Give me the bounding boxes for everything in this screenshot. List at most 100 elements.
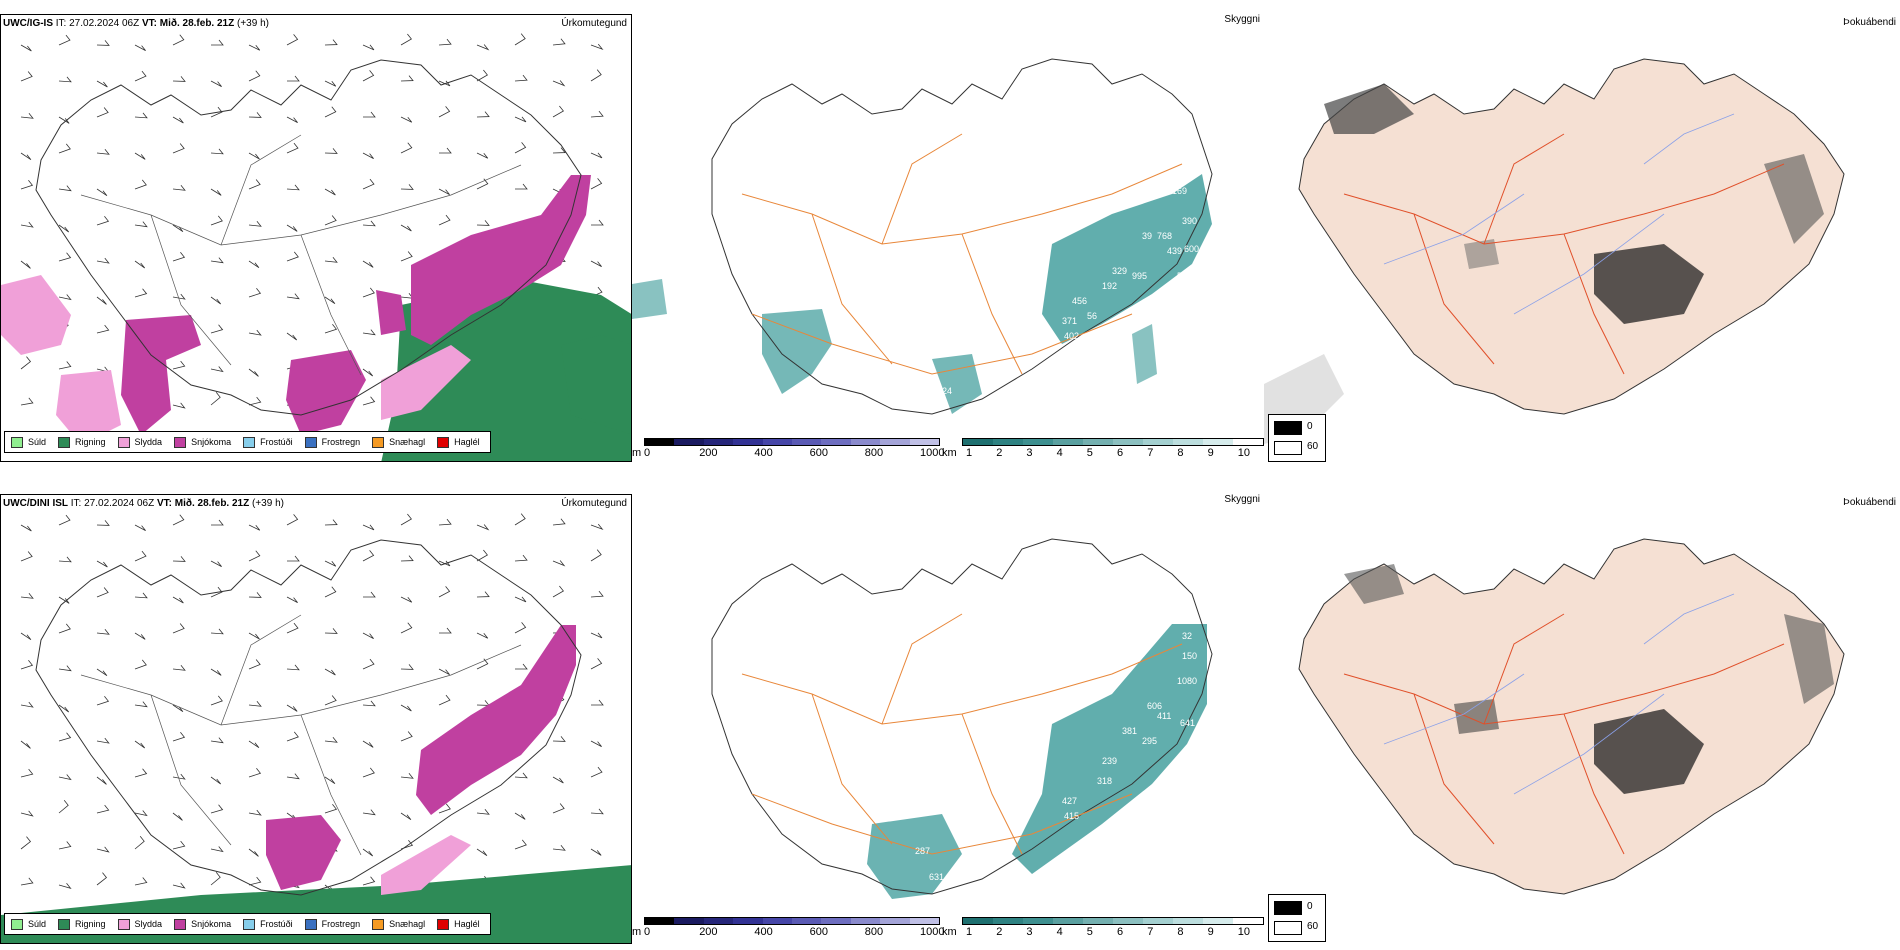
wind-barb [324,296,336,305]
wind-barb [96,257,110,264]
sleet-area [56,370,121,445]
wind-barb [172,402,186,409]
colorbar-bin [993,439,1023,445]
wind-barb [20,524,32,532]
wind-barb [286,293,300,300]
wind-barb [248,659,261,670]
wind-barb [134,550,147,562]
wind-barb [96,324,110,334]
station-label: 169 [1172,186,1187,196]
wind-barb [172,812,183,821]
wind-barb [324,215,337,226]
wind-barb [324,106,337,118]
colorbar-bin [1143,918,1173,924]
wind-barb [96,296,107,305]
wind-barb [172,840,186,850]
wind-barb [58,361,72,370]
wind-barb [20,701,34,708]
wind-barb [324,257,338,263]
vis-km-unit: km [942,447,957,459]
station-label: 371 [1062,316,1077,326]
wind-barb [96,216,110,226]
colorbar-bin [1173,439,1203,445]
colorbar-bin [963,918,993,924]
colorbar-bin [1053,439,1083,445]
colorbar-bin [1173,918,1203,924]
wind-barb [248,44,261,51]
wind-barb [438,214,451,226]
wind-barb [210,257,224,264]
wind-barb [400,224,412,232]
colorbar-bin [674,918,704,924]
wind-barb [514,74,528,82]
wind-barb [248,260,260,269]
wind-barb [324,560,337,567]
station-label: 1080 [1177,676,1197,686]
legend-swatch [304,436,317,448]
wind-barb [286,704,298,712]
visibility-panel-title: Skyggni [1224,14,1260,25]
station-label: 402 [1064,331,1079,341]
colorbar-tick-label: 200 [699,447,718,459]
colorbar-bin [909,918,940,924]
wind-barb [58,665,72,672]
wind-barb [363,591,376,598]
wind-barb [172,556,186,562]
wind-barb [211,39,224,46]
fog-dark [1344,564,1404,604]
colorbar-tick-label: 10 [1237,926,1251,938]
wind-barb [248,876,262,886]
vis-m-unit: m [632,926,642,938]
wind-barb [552,585,564,598]
colorbar-tick-label: 2 [996,926,1003,938]
wind-barb [286,731,299,742]
colorbar-tick-label: 9 [1207,447,1214,459]
wind-barb [514,812,526,820]
colorbar-tick-label: 2 [996,447,1003,459]
wind-barb [590,549,602,562]
colorbar-bin [762,918,793,924]
colorbar-strip [644,438,940,446]
wind-barb [172,252,186,262]
fog-dark [1594,244,1704,324]
colorbar-tick-label: 3 [1026,447,1033,459]
wind-barb [58,224,70,233]
wind-barb [438,106,451,118]
legend-label: Rigning [75,919,106,929]
snow-area [121,315,201,435]
wind-barb [248,592,262,598]
wind-barb [248,848,259,857]
legend-swatch [372,918,385,930]
wind-barb [134,524,146,531]
station-label: 239 [1102,756,1117,766]
fog-map-row2 [1298,538,1845,895]
station-label: 411 [1157,711,1171,721]
wind-barb [172,773,186,780]
visibility-km-colorbar-row2: 1 2 3 4 5 6 7 8 9 10 [962,917,1264,943]
wind-barb [172,224,184,233]
precip-legend: Súld Rigning Slydda Snjókoma Frostúði Frostre… [4,431,491,453]
snow-area [266,815,341,890]
coastline [35,539,582,896]
legend-label: Haglél [454,437,480,447]
wind-barb [210,737,224,744]
wind-barb [248,221,262,227]
wind-barb [324,628,338,634]
station-label: 192 [1102,281,1117,291]
wind-barb [514,116,527,123]
wind-barb [400,184,414,190]
wind-barb [362,767,375,778]
colorbar-tick-label: 0 [644,926,651,938]
wind-barb [476,44,490,51]
colorbar-bin [792,918,822,924]
wind-barb [58,34,71,46]
roads [80,614,522,856]
colorbar-bin [963,439,993,445]
wind-barb [438,38,452,46]
wind-barb [515,663,528,670]
wind-barb [96,776,107,785]
wind-barb [400,596,413,603]
colorbar-bin [993,918,1023,924]
wind-barb [286,664,300,671]
